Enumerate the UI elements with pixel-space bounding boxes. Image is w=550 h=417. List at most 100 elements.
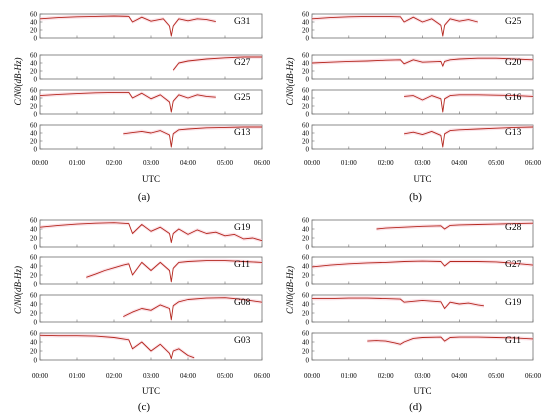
y-tick-label: 40 [30, 338, 38, 346]
y-tick-label: 60 [30, 121, 38, 129]
panel-a: 0204060G310204060G270204060G250204060G13… [13, 10, 270, 203]
series-label: G11 [505, 336, 521, 346]
y-tick-label: 20 [302, 271, 310, 279]
y-tick-label: 60 [302, 291, 310, 299]
series-label: G20 [505, 58, 522, 68]
x-tick-label: 04:00 [451, 159, 467, 167]
x-tick-label: 04:00 [451, 372, 467, 380]
x-tick-label: 02:00 [378, 159, 394, 167]
series-line-g13 [123, 126, 262, 148]
x-tick-label: 02:00 [106, 159, 122, 167]
x-tick-label: 06:00 [254, 372, 270, 380]
x-tick-label: 06:00 [525, 159, 541, 167]
y-tick-label: 60 [302, 51, 310, 59]
series-band-g25 [312, 14, 478, 38]
y-tick-label: 40 [302, 225, 310, 233]
series-line-g28 [376, 222, 534, 230]
x-tick-label: 03:00 [143, 372, 159, 380]
series-line-g11 [367, 336, 534, 345]
series-band-g19 [40, 220, 262, 245]
series-line-g20 [311, 57, 534, 67]
x-tick-label: 01:00 [341, 159, 357, 167]
y-tick-label: 40 [30, 300, 38, 308]
y-tick-label: 40 [302, 129, 310, 137]
y-tick-label: 20 [30, 26, 38, 34]
x-tick-label: 01:00 [69, 372, 85, 380]
y-tick-label: 20 [302, 67, 310, 75]
y-axis-title: C/N0(dB-Hz) [13, 58, 23, 106]
series-label: G19 [505, 298, 522, 308]
y-tick-label: 0 [34, 243, 38, 251]
series-label: G16 [505, 93, 522, 103]
panel-label: (c) [138, 401, 151, 413]
x-tick-label: 02:00 [106, 372, 122, 380]
x-tick-label: 00:00 [32, 372, 48, 380]
series-label: G25 [505, 17, 522, 27]
y-tick-label: 40 [302, 338, 310, 346]
x-axis-title: UTC [414, 386, 432, 396]
panel-label: (d) [409, 401, 422, 413]
y-tick-label: 0 [306, 145, 310, 153]
x-tick-label: 05:00 [488, 372, 504, 380]
series-line-g16 [404, 94, 534, 113]
series-label: G19 [234, 223, 251, 233]
y-tick-label: 0 [306, 356, 310, 364]
y-axis-title: C/N0(dB-Hz) [13, 266, 23, 314]
y-tick-label: 0 [34, 75, 38, 83]
series-label: G28 [505, 223, 522, 233]
x-tick-label: 04:00 [180, 159, 196, 167]
x-tick-label: 06:00 [254, 159, 270, 167]
y-tick-label: 40 [30, 225, 38, 233]
series-label: G03 [234, 336, 251, 346]
panel-label: (a) [138, 191, 151, 203]
y-tick-label: 60 [30, 10, 38, 18]
y-tick-label: 0 [34, 318, 38, 326]
x-axis-title: UTC [142, 386, 160, 396]
y-tick-label: 0 [34, 356, 38, 364]
series-line-g25 [311, 15, 478, 37]
series-band-g28 [376, 221, 533, 231]
x-axis-title: UTC [142, 174, 160, 184]
series-line-g03 [39, 334, 195, 360]
x-tick-label: 06:00 [525, 372, 541, 380]
x-tick-label: 03:00 [415, 372, 431, 380]
y-tick-label: 40 [30, 18, 38, 26]
series-line-g31 [39, 15, 216, 37]
x-tick-label: 05:00 [488, 159, 504, 167]
x-tick-label: 00:00 [32, 159, 48, 167]
x-tick-label: 01:00 [341, 372, 357, 380]
panel-d: 0204060G280204060G270204060G190204060G11… [285, 216, 541, 413]
y-tick-label: 60 [302, 121, 310, 129]
y-tick-label: 40 [30, 94, 38, 102]
y-axis-title: C/N0(dB-Hz) [285, 266, 295, 314]
series-line-g27 [172, 56, 262, 71]
series-band-g16 [404, 93, 533, 114]
y-tick-label: 0 [34, 110, 38, 118]
series-line-g19 [312, 297, 484, 309]
panel-label: (b) [409, 191, 422, 203]
y-tick-label: 0 [34, 34, 38, 42]
y-tick-label: 40 [302, 18, 310, 26]
y-tick-label: 40 [30, 129, 38, 137]
y-tick-label: 0 [306, 280, 310, 288]
series-label: G27 [234, 58, 251, 68]
y-tick-label: 20 [302, 26, 310, 34]
y-tick-label: 40 [302, 94, 310, 102]
y-tick-label: 60 [30, 51, 38, 59]
y-tick-label: 40 [30, 262, 38, 270]
y-tick-label: 0 [306, 34, 310, 42]
series-band-g31 [40, 14, 216, 38]
x-tick-label: 05:00 [217, 372, 233, 380]
series-band-g03 [40, 333, 195, 360]
y-tick-label: 20 [302, 347, 310, 355]
x-tick-label: 02:00 [378, 372, 394, 380]
